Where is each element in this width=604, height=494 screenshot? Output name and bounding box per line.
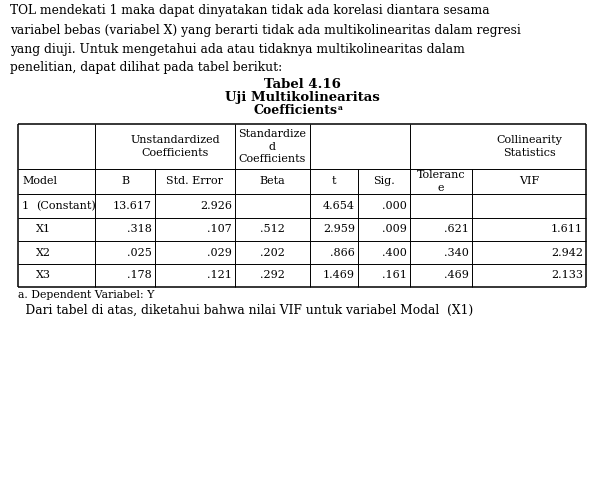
Text: .469: .469 bbox=[444, 271, 469, 281]
Text: Coefficients: Coefficients bbox=[253, 104, 337, 117]
Text: .340: .340 bbox=[444, 247, 469, 257]
Text: .866: .866 bbox=[330, 247, 355, 257]
Text: Uji Multikolinearitas: Uji Multikolinearitas bbox=[225, 91, 379, 104]
Text: Std. Error: Std. Error bbox=[167, 176, 223, 187]
Text: Toleranc
e: Toleranc e bbox=[417, 170, 465, 193]
Text: Collinearity
Statistics: Collinearity Statistics bbox=[496, 135, 562, 158]
Text: Tabel 4.16: Tabel 4.16 bbox=[263, 78, 341, 91]
Text: 1: 1 bbox=[22, 201, 29, 211]
Text: Sig.: Sig. bbox=[373, 176, 395, 187]
Text: .121: .121 bbox=[207, 271, 232, 281]
Text: .161: .161 bbox=[382, 271, 407, 281]
Text: .029: .029 bbox=[207, 247, 232, 257]
Text: (Constant): (Constant) bbox=[36, 201, 96, 211]
Text: 2.959: 2.959 bbox=[323, 224, 355, 235]
Text: .318: .318 bbox=[127, 224, 152, 235]
Text: 13.617: 13.617 bbox=[113, 201, 152, 211]
Text: variabel bebas (variabel X) yang berarti tidak ada multikolinearitas dalam regre: variabel bebas (variabel X) yang berarti… bbox=[10, 24, 521, 37]
Text: a. Dependent Variabel: Y: a. Dependent Variabel: Y bbox=[18, 290, 155, 300]
Text: 2.133: 2.133 bbox=[551, 271, 583, 281]
Text: B: B bbox=[121, 176, 129, 187]
Text: TOL mendekati 1 maka dapat dinyatakan tidak ada korelasi diantara sesama: TOL mendekati 1 maka dapat dinyatakan ti… bbox=[10, 4, 490, 17]
Text: .292: .292 bbox=[260, 271, 285, 281]
Text: X1: X1 bbox=[36, 224, 51, 235]
Text: .400: .400 bbox=[382, 247, 407, 257]
Text: .107: .107 bbox=[207, 224, 232, 235]
Text: .202: .202 bbox=[260, 247, 285, 257]
Text: yang diuji. Untuk mengetahui ada atau tidaknya multikolinearitas dalam: yang diuji. Untuk mengetahui ada atau ti… bbox=[10, 43, 465, 56]
Text: 4.654: 4.654 bbox=[323, 201, 355, 211]
Text: 2.926: 2.926 bbox=[200, 201, 232, 211]
Text: 1.469: 1.469 bbox=[323, 271, 355, 281]
Text: .000: .000 bbox=[382, 201, 407, 211]
Text: Dari tabel di atas, diketahui bahwa nilai VIF untuk variabel Modal  (X1): Dari tabel di atas, diketahui bahwa nila… bbox=[10, 304, 474, 317]
Text: X2: X2 bbox=[36, 247, 51, 257]
Text: penelitian, dapat dilihat pada tabel berikut:: penelitian, dapat dilihat pada tabel ber… bbox=[10, 61, 282, 74]
Text: VIF: VIF bbox=[519, 176, 539, 187]
Text: .621: .621 bbox=[444, 224, 469, 235]
Text: Model: Model bbox=[22, 176, 57, 187]
Text: a: a bbox=[338, 104, 343, 112]
Text: .025: .025 bbox=[127, 247, 152, 257]
Text: 1.611: 1.611 bbox=[551, 224, 583, 235]
Text: t: t bbox=[332, 176, 336, 187]
Text: Standardize
d
Coefficients: Standardize d Coefficients bbox=[238, 129, 306, 165]
Text: 2.942: 2.942 bbox=[551, 247, 583, 257]
Text: Unstandardized
Coefficients: Unstandardized Coefficients bbox=[130, 135, 220, 158]
Text: X3: X3 bbox=[36, 271, 51, 281]
Text: .512: .512 bbox=[260, 224, 285, 235]
Text: .178: .178 bbox=[127, 271, 152, 281]
Text: Beta: Beta bbox=[259, 176, 285, 187]
Text: .009: .009 bbox=[382, 224, 407, 235]
